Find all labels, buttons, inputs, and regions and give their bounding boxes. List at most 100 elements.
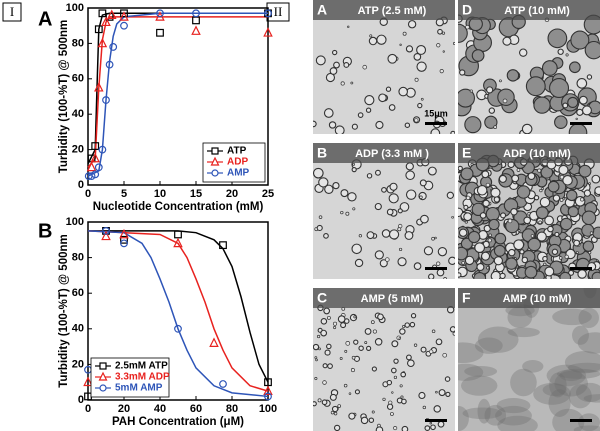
droplet [527, 237, 542, 252]
droplet [413, 53, 422, 61]
droplet [573, 239, 581, 247]
droplet [484, 115, 498, 129]
droplet [333, 325, 337, 330]
droplet [350, 368, 355, 373]
droplet [351, 167, 357, 173]
droplet [580, 197, 585, 202]
droplet [536, 231, 547, 242]
droplet [445, 391, 451, 398]
droplet [476, 184, 488, 196]
droplet [320, 329, 328, 337]
data-point [191, 25, 201, 35]
panel-label: AMP (5 mM) [361, 293, 424, 305]
data-point [119, 11, 129, 21]
fit-curve [87, 12, 268, 177]
droplet [339, 357, 343, 360]
droplet [493, 196, 500, 203]
droplet [364, 341, 368, 345]
droplet [397, 208, 403, 214]
droplet [530, 234, 535, 238]
droplet [499, 79, 502, 83]
droplet [366, 173, 373, 179]
aggregate [578, 307, 599, 329]
data-point [263, 385, 273, 395]
panel-label: AMP (10 mM) [503, 293, 572, 305]
aggregate [522, 360, 544, 373]
aggregate [507, 306, 533, 329]
droplet [402, 325, 406, 329]
data-point [94, 25, 103, 34]
droplet [352, 162, 356, 166]
micrograph-bg [313, 143, 455, 279]
data-point [119, 228, 129, 239]
droplet [565, 53, 569, 57]
droplet [511, 174, 520, 183]
part-box [266, 2, 290, 22]
droplet [497, 88, 515, 106]
part-box [2, 2, 22, 22]
droplet [419, 179, 427, 187]
panel-letter: C [317, 290, 327, 306]
droplet [404, 122, 411, 128]
droplet [458, 165, 463, 172]
scale-bar [425, 419, 447, 422]
data-point [87, 172, 96, 181]
y-tick-label: 0 [78, 179, 84, 191]
data-point [101, 16, 111, 27]
droplet [351, 243, 362, 255]
data-point [120, 9, 128, 18]
droplet [527, 172, 536, 181]
droplet [330, 410, 335, 415]
droplet [464, 116, 482, 134]
droplet [481, 170, 490, 179]
droplet [513, 239, 525, 251]
droplet [371, 410, 375, 414]
chart-label: B [38, 220, 52, 242]
droplet [414, 77, 419, 82]
aggregate [577, 332, 600, 354]
y-tick-label: 80 [72, 37, 84, 49]
droplet [557, 48, 564, 55]
droplet [542, 255, 548, 262]
panel-label: ADP (10 mM) [503, 148, 571, 160]
droplet [313, 343, 320, 351]
droplet [347, 25, 350, 29]
droplet [400, 395, 404, 399]
legend-marker [99, 362, 107, 370]
panel-label: ATP (2.5 mM) [358, 5, 427, 17]
droplet [318, 215, 323, 219]
droplet [386, 379, 393, 386]
droplet [351, 355, 356, 360]
panel-letter: A [317, 2, 327, 18]
droplet [393, 375, 398, 379]
droplet [435, 338, 443, 346]
droplet [485, 182, 491, 188]
data-point [120, 239, 128, 248]
data-point [91, 142, 100, 150]
droplet [458, 246, 469, 261]
chart-label: A [38, 8, 52, 30]
scale-bar [570, 267, 592, 270]
droplet [331, 405, 339, 413]
y-axis-label: Turbidity (100-%T) @ 500nm [58, 234, 70, 388]
droplet [443, 277, 447, 279]
data-point [156, 9, 164, 18]
micrograph: D ATP (10 mM) [458, 0, 600, 134]
droplet [334, 125, 345, 134]
droplet [437, 420, 445, 428]
micrograph-header [458, 0, 600, 20]
droplet [465, 195, 471, 201]
aggregate [564, 351, 600, 374]
droplet [344, 349, 348, 353]
droplet [375, 426, 384, 431]
data-point [94, 82, 104, 92]
droplet [420, 346, 427, 353]
droplet [567, 96, 579, 109]
droplet [538, 220, 542, 225]
droplet [410, 313, 417, 319]
legend-label: AMP [227, 168, 250, 179]
droplet [446, 191, 455, 199]
droplet [486, 86, 494, 94]
y-tick-label: 0 [78, 394, 84, 406]
droplet [391, 391, 394, 394]
